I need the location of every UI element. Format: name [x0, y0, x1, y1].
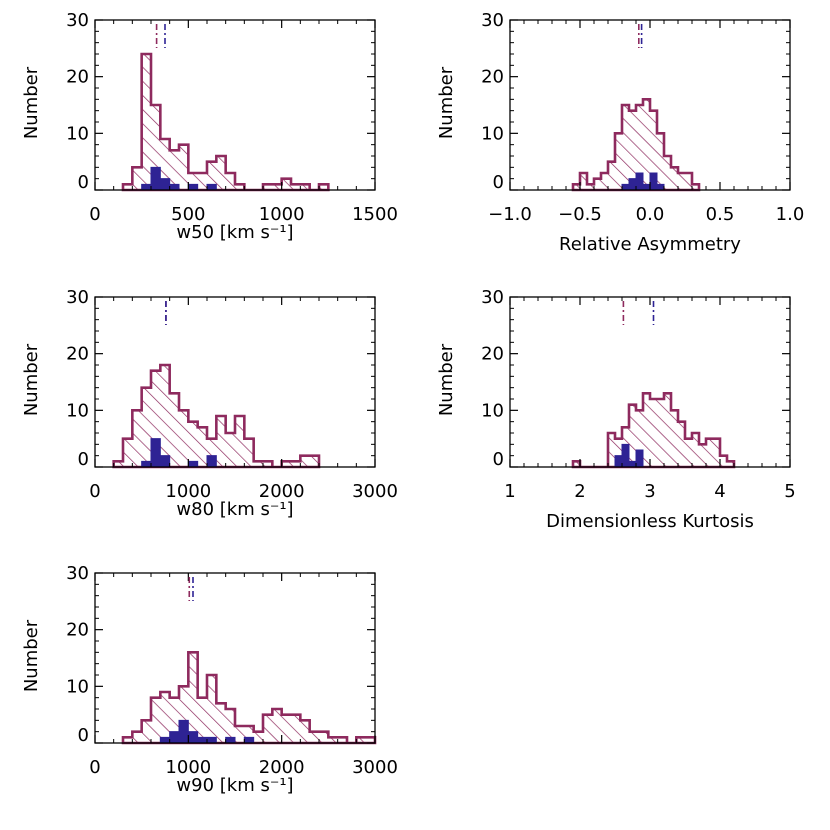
x-tick-label: 0.0: [636, 204, 665, 225]
y-tick-label: 20: [481, 67, 504, 88]
x-tick-label: 0.5: [706, 204, 735, 225]
y-tick-label: 20: [66, 620, 89, 641]
x-tick-label: −0.5: [558, 204, 602, 225]
x-tick-label: 5: [784, 481, 795, 502]
y-tick-label: 10: [481, 400, 504, 421]
panel-w80: 0 1000 2000 3000 0 10 20 30 w80 [km s⁻¹] Number: [21, 287, 398, 520]
w50-xlabel: w50 [km s⁻¹]: [176, 222, 293, 243]
w50-ylabel: Number: [21, 66, 42, 139]
w80-ylabel: Number: [21, 343, 42, 416]
y-tick-label: 20: [481, 344, 504, 365]
y-tick-label: 20: [66, 344, 89, 365]
x-tick-label: 0: [89, 204, 100, 225]
y-tick-label: 10: [66, 676, 89, 697]
x-tick-label: −1.0: [488, 204, 532, 225]
histogram-subset: [614, 443, 644, 468]
x-tick-label: 2: [574, 481, 585, 502]
plot-frame: [94, 572, 376, 744]
y-tick-label: 0: [493, 172, 504, 193]
y-tick-label: 30: [481, 10, 504, 31]
histogram-all: [571, 98, 701, 192]
w90-ylabel: Number: [21, 619, 42, 692]
y-tick-label: 0: [78, 172, 89, 193]
x-tick-label: 500: [171, 204, 205, 225]
plot-frame: [94, 296, 376, 468]
kurtosis-ylabel: Number: [436, 343, 457, 416]
y-tick-label: 10: [66, 123, 89, 144]
x-tick-label: 1000: [259, 204, 305, 225]
y-tick-label: 20: [66, 67, 89, 88]
x-tick-label: 1: [504, 481, 515, 502]
x-tick-label: 1.0: [776, 204, 805, 225]
x-tick-label: 0: [89, 757, 100, 778]
x-tick-label: 3: [644, 481, 655, 502]
y-tick-label: 30: [481, 287, 504, 308]
x-tick-label: 4: [714, 481, 725, 502]
panel-kurtosis: 1 2 3 4 5 0 10 20 30 Dimensionless Kurtosis Numb…: [436, 287, 796, 532]
w90-xlabel: w90 [km s⁻¹]: [176, 775, 293, 796]
kurtosis-plot-area: 1 2 3 4 5 0 10 20 30: [481, 287, 796, 502]
y-tick-label: 30: [66, 10, 89, 31]
y-tick-label: 10: [66, 400, 89, 421]
y-tick-label: 10: [481, 123, 504, 144]
y-tick-label: 30: [66, 287, 89, 308]
y-tick-label: 0: [493, 449, 504, 470]
histogram-all: [571, 392, 736, 469]
w90-plot-area: 0 1000 2000 3000 0 10 20 30: [66, 563, 398, 778]
panel-w90: 0 1000 2000 3000 0 10 20 30 w90 [km s⁻¹] Number: [21, 563, 398, 796]
panel-relative-asymmetry: −1.0 −0.5 0.0 0.5 1.0 0 10 20 30 Relative Asymme…: [436, 10, 804, 255]
x-tick-label: 1000: [165, 757, 211, 778]
x-tick-label: 0: [89, 481, 100, 502]
x-tick-label: 2000: [259, 757, 305, 778]
histogram-all: [121, 52, 330, 192]
w80-xlabel: w80 [km s⁻¹]: [176, 499, 293, 520]
plot-frame: [94, 19, 376, 191]
y-tick-label: 0: [78, 725, 89, 746]
asymmetry-xlabel: Relative Asymmetry: [559, 234, 741, 255]
x-tick-label: 3000: [352, 481, 398, 502]
histogram-all: [121, 651, 377, 745]
w50-plot-area: 0 500 1000 1500 0 10 20 30: [66, 10, 398, 225]
histogram-all: [112, 363, 321, 469]
x-tick-label: 1000: [165, 481, 211, 502]
asymmetry-ylabel: Number: [436, 66, 457, 139]
histogram-subset: [621, 172, 665, 191]
x-tick-label: 3000: [352, 757, 398, 778]
y-tick-label: 0: [78, 449, 89, 470]
w80-plot-area: 0 1000 2000 3000 0 10 20 30: [66, 287, 398, 502]
kurtosis-xlabel: Dimensionless Kurtosis: [546, 511, 754, 532]
panel-w50: 0 500 1000 1500 0 10 20 30 w50 [km s⁻¹] Number: [21, 10, 398, 243]
x-tick-label: 2000: [259, 481, 305, 502]
x-tick-label: 1500: [352, 204, 398, 225]
asymmetry-plot-area: −1.0 −0.5 0.0 0.5 1.0 0 10 20 30: [481, 10, 804, 225]
y-tick-label: 30: [66, 563, 89, 584]
